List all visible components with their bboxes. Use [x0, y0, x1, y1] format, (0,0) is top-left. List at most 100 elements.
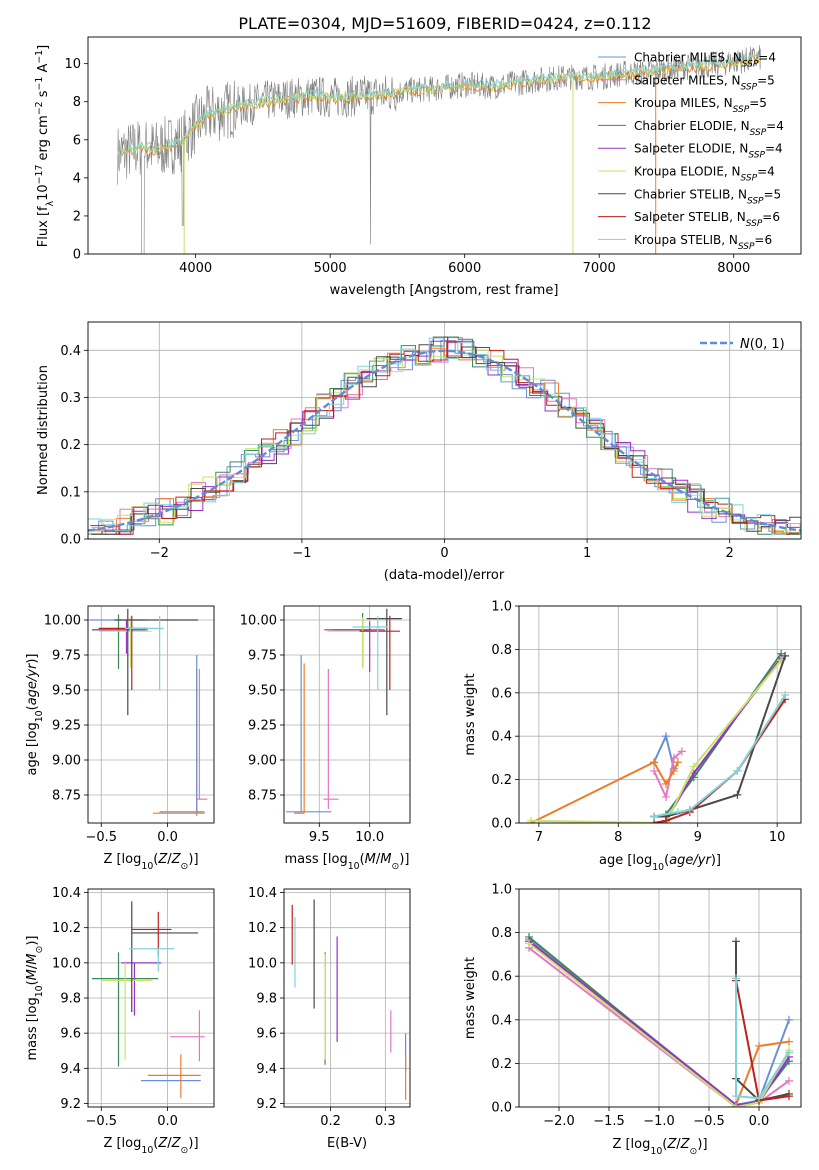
histogram-series	[88, 337, 801, 535]
errorbar-point	[98, 615, 148, 690]
axes-frame	[87, 36, 802, 255]
y-tick-label: 0.2	[491, 773, 512, 788]
y-tick-label: 9.75	[52, 649, 81, 664]
massweight_vs_age-ylabel: mass weight	[463, 673, 478, 755]
x-tick-label: 1	[583, 546, 591, 561]
errorbar-point	[366, 608, 402, 716]
axes-mass_vs_ebv: 0.2 0.3 9.2 9.4 9.6 9.8 10.0 10.2 10.4 E(B-V)	[248, 886, 411, 1151]
y-tick-label: 9.75	[248, 649, 277, 664]
grid	[519, 888, 801, 1108]
x-tick-label: −0.5	[85, 1114, 117, 1129]
y-tick-label: 0.6	[491, 970, 512, 985]
y-tick-label: 10.00	[240, 614, 277, 629]
mass-weight-marker	[669, 753, 678, 762]
mass-weight-marker	[781, 651, 790, 660]
legend-label: Kroupa ELODIE, NSSP=4	[634, 165, 775, 184]
axes-massweight_vs_Z: −2.0 −1.5 −1.0 −0.5 0.0 0.0 0.2 0.4 0.6 0.8 1.0 mas…	[463, 883, 802, 1157]
mass-weight-line	[735, 978, 790, 1100]
histogram-series	[88, 347, 801, 535]
age_vs_Z-ylabel: age [log10(age/yr)]	[25, 653, 45, 775]
y-tick-label: 9.25	[248, 719, 277, 734]
x-tick-label: 0	[440, 546, 448, 561]
mass-weight-marker	[785, 1015, 793, 1024]
x-tick-label: 10	[769, 830, 786, 845]
legend-label: Kroupa STELIB, NSSP=6	[634, 233, 772, 252]
x-tick-label: 2	[726, 546, 734, 561]
x-tick-label: 10.0	[355, 830, 384, 845]
y-tick-label: 0.8	[491, 926, 512, 941]
mass-weight-marker	[732, 1092, 740, 1101]
y-tick-label: 10.2	[52, 921, 81, 936]
errorbar-point	[121, 962, 161, 1016]
histogram-series	[88, 349, 801, 535]
errorbar-point	[147, 1054, 201, 1099]
mass-weight-marker	[669, 766, 678, 775]
x-tick-label: −1.0	[643, 1114, 675, 1129]
figure-title: PLATE=0304, MJD=51609, FIBERID=0424, z=0…	[238, 14, 651, 33]
y-tick-label: 0.2	[491, 1057, 512, 1072]
y-tick-label: 0.0	[491, 817, 512, 832]
age_vs_Z-xlabel: Z [log10(Z/Z⊙)]	[103, 852, 198, 872]
age_vs_mass-xlabel: mass [log10(M/M⊙)]	[285, 852, 410, 872]
spectrum-model-line	[117, 52, 761, 158]
plot-area	[286, 608, 402, 814]
y-tick-label: 0.0	[60, 533, 81, 548]
errorbar-point	[324, 621, 385, 672]
axes-frame	[283, 888, 411, 1108]
y-tick-label: 1.0	[491, 883, 512, 898]
mass-weight-marker	[733, 766, 742, 775]
x-tick-label: 8000	[717, 261, 750, 276]
mass-weight-marker	[650, 758, 659, 767]
axes-frame	[87, 605, 215, 824]
y-tick-label: 0.8	[491, 643, 512, 658]
y-tick-label: 0	[73, 248, 81, 263]
mass-weight-line	[653, 733, 675, 770]
plot-area	[88, 336, 801, 535]
residuals-xlabel: (data-model)/error	[384, 568, 505, 583]
y-tick-label: 10.0	[248, 956, 277, 971]
mass-weight-marker	[733, 790, 742, 799]
mass-weight-marker	[689, 762, 698, 771]
mass-weight-marker	[732, 937, 740, 946]
y-tick-label: 9.25	[52, 719, 81, 734]
mass-weight-line	[528, 940, 790, 1106]
x-tick-label: 0.0	[157, 830, 178, 845]
histogram-series	[90, 341, 801, 535]
x-tick-label: 0.0	[749, 1114, 770, 1129]
mass-weight-marker	[785, 1037, 793, 1046]
grid	[88, 889, 214, 1107]
errorbar-point	[286, 655, 332, 813]
y-tick-label: 0.0	[491, 1101, 512, 1116]
errorbar-point	[101, 962, 152, 1060]
y-tick-label: 9.8	[256, 992, 277, 1007]
y-tick-label: 1.0	[491, 600, 512, 615]
axes-residuals: −2 −1 0 1 2 0.0 0.1 0.2 0.3 0.4 N(0, 1) Normed dist…	[36, 321, 802, 583]
y-tick-label: 0.3	[60, 391, 81, 406]
y-tick-label: 8.75	[248, 789, 277, 804]
histogram-series	[88, 340, 801, 535]
x-tick-label: 7	[535, 830, 543, 845]
errorbar-point	[129, 948, 175, 972]
y-tick-label: 8	[73, 95, 81, 110]
mass-weight-marker	[661, 779, 670, 788]
axes-age_vs_mass: 9.5 10.0 8.75 9.00 9.25 9.50 9.75 10.00 mass [lo…	[240, 605, 411, 872]
mass-weight-marker	[650, 766, 659, 775]
mass-weight-marker	[661, 816, 670, 823]
y-tick-label: 9.2	[256, 1097, 277, 1112]
y-tick-label: 0.6	[491, 686, 512, 701]
normal-curve	[88, 349, 801, 532]
y-tick-label: 10.4	[52, 886, 81, 901]
y-tick-label: 9.00	[52, 754, 81, 769]
legend-label: Chabrier ELODIE, NSSP=4	[634, 119, 784, 138]
y-tick-label: 10.00	[44, 614, 81, 629]
y-tick-label: 9.00	[248, 754, 277, 769]
errorbar-point	[91, 620, 148, 654]
mass_vs_Z-xlabel: Z [log10(Z/Z⊙)]	[103, 1136, 198, 1156]
mass-weight-marker	[732, 1103, 740, 1107]
axes-age_vs_Z: −0.5 0.0 8.75 9.00 9.25 9.50 9.75 10.00 age [log…	[25, 605, 215, 872]
errorbar-point	[196, 669, 208, 800]
y-tick-label: 9.6	[60, 1027, 81, 1042]
x-tick-label: −1	[292, 546, 311, 561]
errorbar-point	[332, 613, 371, 668]
